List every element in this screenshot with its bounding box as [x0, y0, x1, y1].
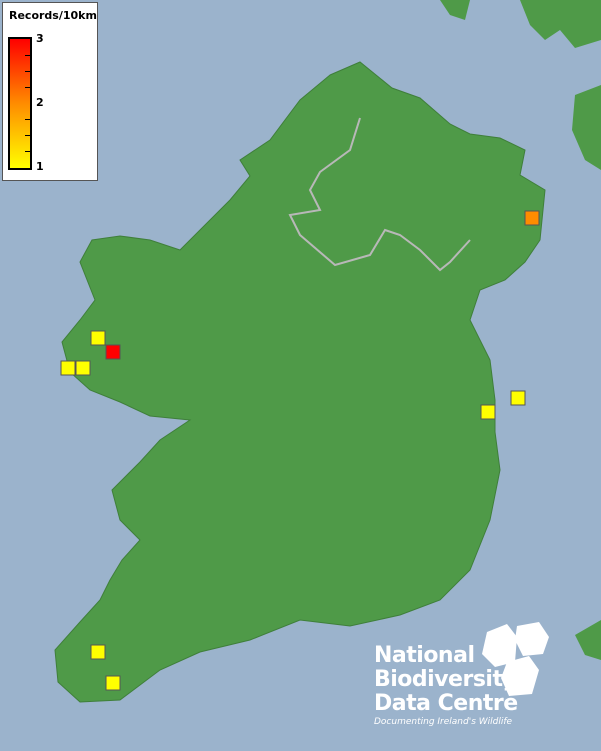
nbdc-logo: National Biodiversity Data Centre Docume…	[372, 622, 572, 732]
logo-line-3: Data Centre	[374, 691, 518, 716]
record-square[interactable]	[480, 404, 496, 420]
record-square[interactable]	[105, 344, 121, 360]
logo-tagline: Documenting Ireland's Wildlife	[374, 717, 513, 727]
logo-line-2: Biodiversity	[374, 667, 517, 692]
record-square[interactable]	[75, 360, 91, 376]
record-square[interactable]	[60, 360, 76, 376]
record-square[interactable]	[105, 675, 121, 691]
record-square[interactable]	[510, 390, 526, 406]
legend-mid-label: 2	[36, 96, 44, 109]
record-square[interactable]	[90, 644, 106, 660]
ireland-landmass	[54, 61, 546, 703]
record-square[interactable]	[524, 210, 540, 226]
legend-title: Records/10km	[9, 9, 97, 22]
legend-min-label: 1	[36, 160, 44, 173]
legend-max-label: 3	[36, 32, 44, 45]
border-northern-ireland	[288, 117, 471, 272]
record-square[interactable]	[90, 330, 106, 346]
logo-line-1: National	[374, 643, 475, 668]
record-markers	[60, 210, 540, 691]
logo-hexagon-icons	[482, 622, 549, 696]
legend-color-ramp	[8, 37, 32, 170]
legend: Records/10km 3 2 1	[2, 2, 98, 181]
